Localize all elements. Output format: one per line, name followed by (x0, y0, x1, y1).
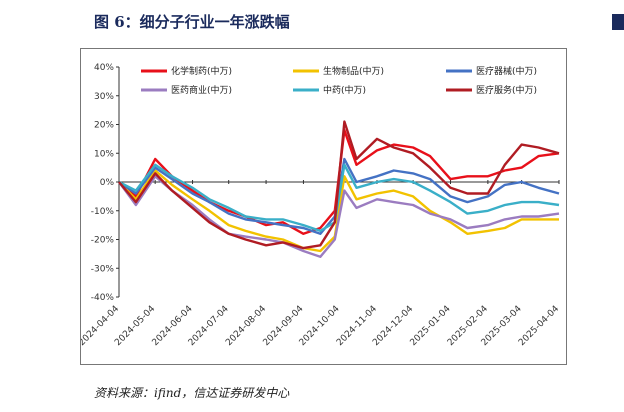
y-tick-label: -10% (91, 207, 115, 217)
y-tick-label: 10% (94, 149, 114, 159)
y-tick-label: -20% (91, 236, 115, 246)
y-tick-label: 0% (100, 178, 115, 188)
chart: 40%30%20%10%0%-10%-20%-30%-40%2024-04-04… (81, 63, 561, 348)
legend-label: 医药商业(中万) (171, 84, 232, 96)
chart-frame: 40% 30% 20% 10% 0% -10% -20% -30% -40% 2024-04-04… (80, 48, 567, 365)
series-line-4 (118, 175, 560, 259)
legend-label: 生物制品(中万) (323, 65, 384, 77)
source-note: 资料来源：ifind，信达证券研发中心 (94, 386, 290, 400)
figure-title: 图 6：细分子行业一年涨跌幅 (94, 13, 290, 31)
x-tick-label: 2025-04-04 (517, 304, 561, 348)
legend-label: 医疗服务(中万) (476, 84, 537, 96)
legend-label: 医疗器械(中万) (476, 65, 537, 77)
y-tick-label: 40% (94, 63, 114, 73)
legend-label: 化学制药(中万) (171, 65, 232, 77)
y-tick-label: -30% (91, 264, 115, 274)
series-line-6 (118, 120, 560, 250)
y-tick-label: 20% (94, 121, 114, 131)
adjacent-figure-marker (612, 14, 624, 30)
series-line-2 (118, 169, 559, 253)
legend-label: 中药(中万) (323, 84, 366, 96)
series-line-5 (118, 163, 560, 233)
y-tick-label: 30% (94, 92, 114, 102)
y-tick-label: -40% (91, 293, 115, 303)
